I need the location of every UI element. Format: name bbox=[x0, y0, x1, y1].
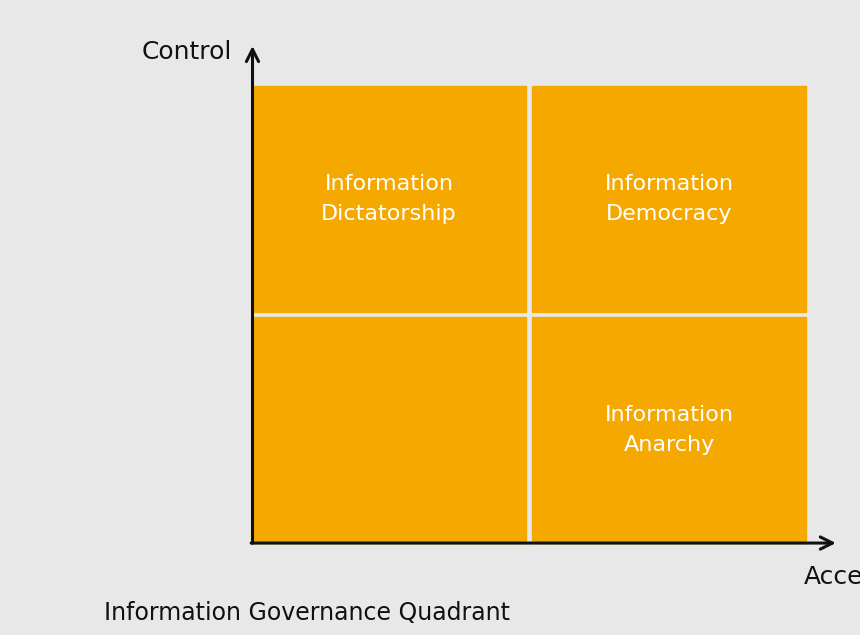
Text: Information
Democracy: Information Democracy bbox=[605, 174, 734, 224]
Bar bbox=[253, 86, 525, 312]
Text: Information
Anarchy: Information Anarchy bbox=[605, 405, 734, 455]
Bar bbox=[253, 317, 525, 543]
Text: Control: Control bbox=[142, 41, 232, 64]
Bar bbox=[532, 317, 806, 543]
Text: Information Governance Quadrant: Information Governance Quadrant bbox=[104, 601, 510, 625]
Text: Information
Dictatorship: Information Dictatorship bbox=[322, 174, 457, 224]
Bar bbox=[532, 86, 806, 312]
Text: Access: Access bbox=[804, 565, 860, 589]
